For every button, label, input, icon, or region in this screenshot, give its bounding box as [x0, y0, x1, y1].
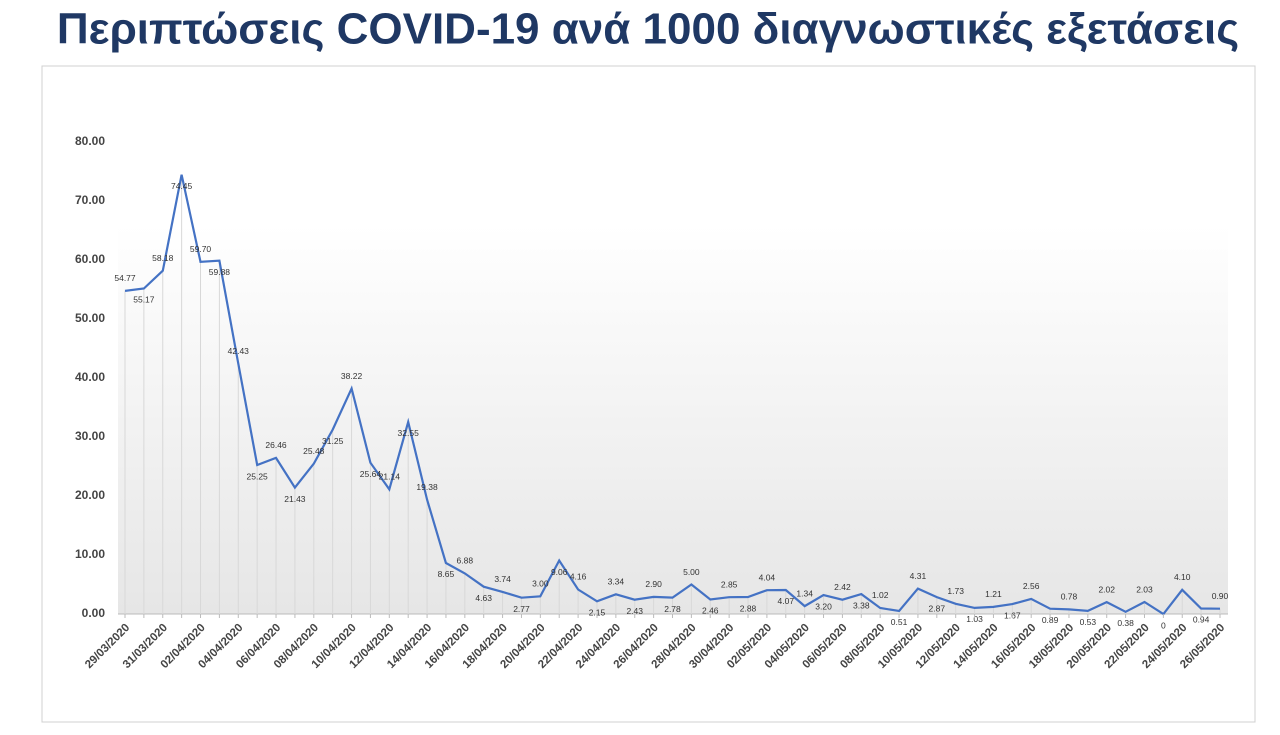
data-label: 25.48 [303, 446, 325, 456]
data-label: 2.90 [645, 579, 662, 589]
data-label: 4.31 [910, 571, 927, 581]
y-tick-label: 30.00 [75, 429, 105, 443]
data-label: 2.42 [834, 582, 851, 592]
data-label: 42.43 [228, 346, 250, 356]
data-label: 2.02 [1098, 584, 1115, 594]
data-label: 2.46 [702, 606, 719, 616]
data-label: 4.04 [759, 572, 776, 582]
data-label: 4.63 [475, 593, 492, 603]
data-label: 9.06 [551, 567, 568, 577]
data-label: 21.14 [379, 472, 401, 482]
y-tick-label: 80.00 [75, 134, 105, 148]
data-label: 2.43 [626, 606, 643, 616]
data-label: 38.22 [341, 371, 363, 381]
data-label: 6.88 [457, 556, 474, 566]
data-label: 2.15 [589, 608, 606, 618]
y-tick-label: 40.00 [75, 370, 105, 384]
data-label: 1.03 [966, 614, 983, 624]
y-tick-label: 20.00 [75, 488, 105, 502]
data-label: 3.74 [494, 574, 511, 584]
data-label: 59.70 [190, 244, 212, 254]
data-label: 1.73 [947, 586, 964, 596]
y-tick-label: 10.00 [75, 547, 105, 561]
data-label: 32.55 [398, 428, 420, 438]
data-label: 2.85 [721, 579, 738, 589]
data-label: 2.77 [513, 604, 530, 614]
data-label: 4.10 [1174, 572, 1191, 582]
y-tick-label: 70.00 [75, 193, 105, 207]
data-label: 2.56 [1023, 581, 1040, 591]
data-label: 3.38 [853, 600, 870, 610]
data-label: 2.87 [929, 603, 946, 613]
data-label: 19.38 [416, 482, 438, 492]
data-label: 5.00 [683, 567, 700, 577]
data-label: 1.21 [985, 589, 1002, 599]
data-label: 25.25 [247, 471, 269, 481]
data-label: 0.90 [1212, 591, 1229, 601]
data-label: 58.18 [152, 253, 174, 263]
data-label: 0.94 [1193, 615, 1210, 625]
data-label: 1.02 [872, 590, 889, 600]
data-label: 25.64 [360, 469, 382, 479]
data-label: 31.25 [322, 436, 344, 446]
data-label: 2.03 [1136, 584, 1153, 594]
data-label: 0.78 [1061, 592, 1078, 602]
data-line [124, 174, 1221, 616]
data-label: 3.00 [532, 579, 549, 589]
data-label: 74.45 [171, 181, 193, 191]
data-label: 3.20 [815, 601, 832, 611]
data-label: 3.34 [608, 577, 625, 587]
y-tick-label: 60.00 [75, 252, 105, 266]
data-label: 1.34 [796, 588, 813, 598]
data-label: 4.07 [778, 596, 795, 606]
data-label: 0.53 [1080, 617, 1097, 627]
chart-title: Περιπτώσεις COVID-19 ανά 1000 διαγνωστικ… [57, 5, 1239, 54]
data-label: 55.17 [133, 295, 155, 305]
plot-background [118, 225, 1228, 614]
data-label: 2.78 [664, 604, 681, 614]
data-label: 0 [1161, 620, 1166, 630]
data-label: 54.77 [114, 273, 136, 283]
data-label: 0.38 [1117, 618, 1134, 628]
data-label: 0.51 [891, 617, 908, 627]
data-label: 59.88 [209, 267, 231, 277]
data-label: 0.89 [1042, 615, 1059, 625]
y-tick-label: 0.00 [82, 606, 106, 620]
data-label: 21.43 [284, 494, 306, 504]
data-label: 2.88 [740, 603, 757, 613]
data-label: 4.16 [570, 572, 587, 582]
data-label: 26.46 [265, 440, 287, 450]
data-label: 8.65 [438, 569, 455, 579]
y-tick-label: 50.00 [75, 311, 105, 325]
